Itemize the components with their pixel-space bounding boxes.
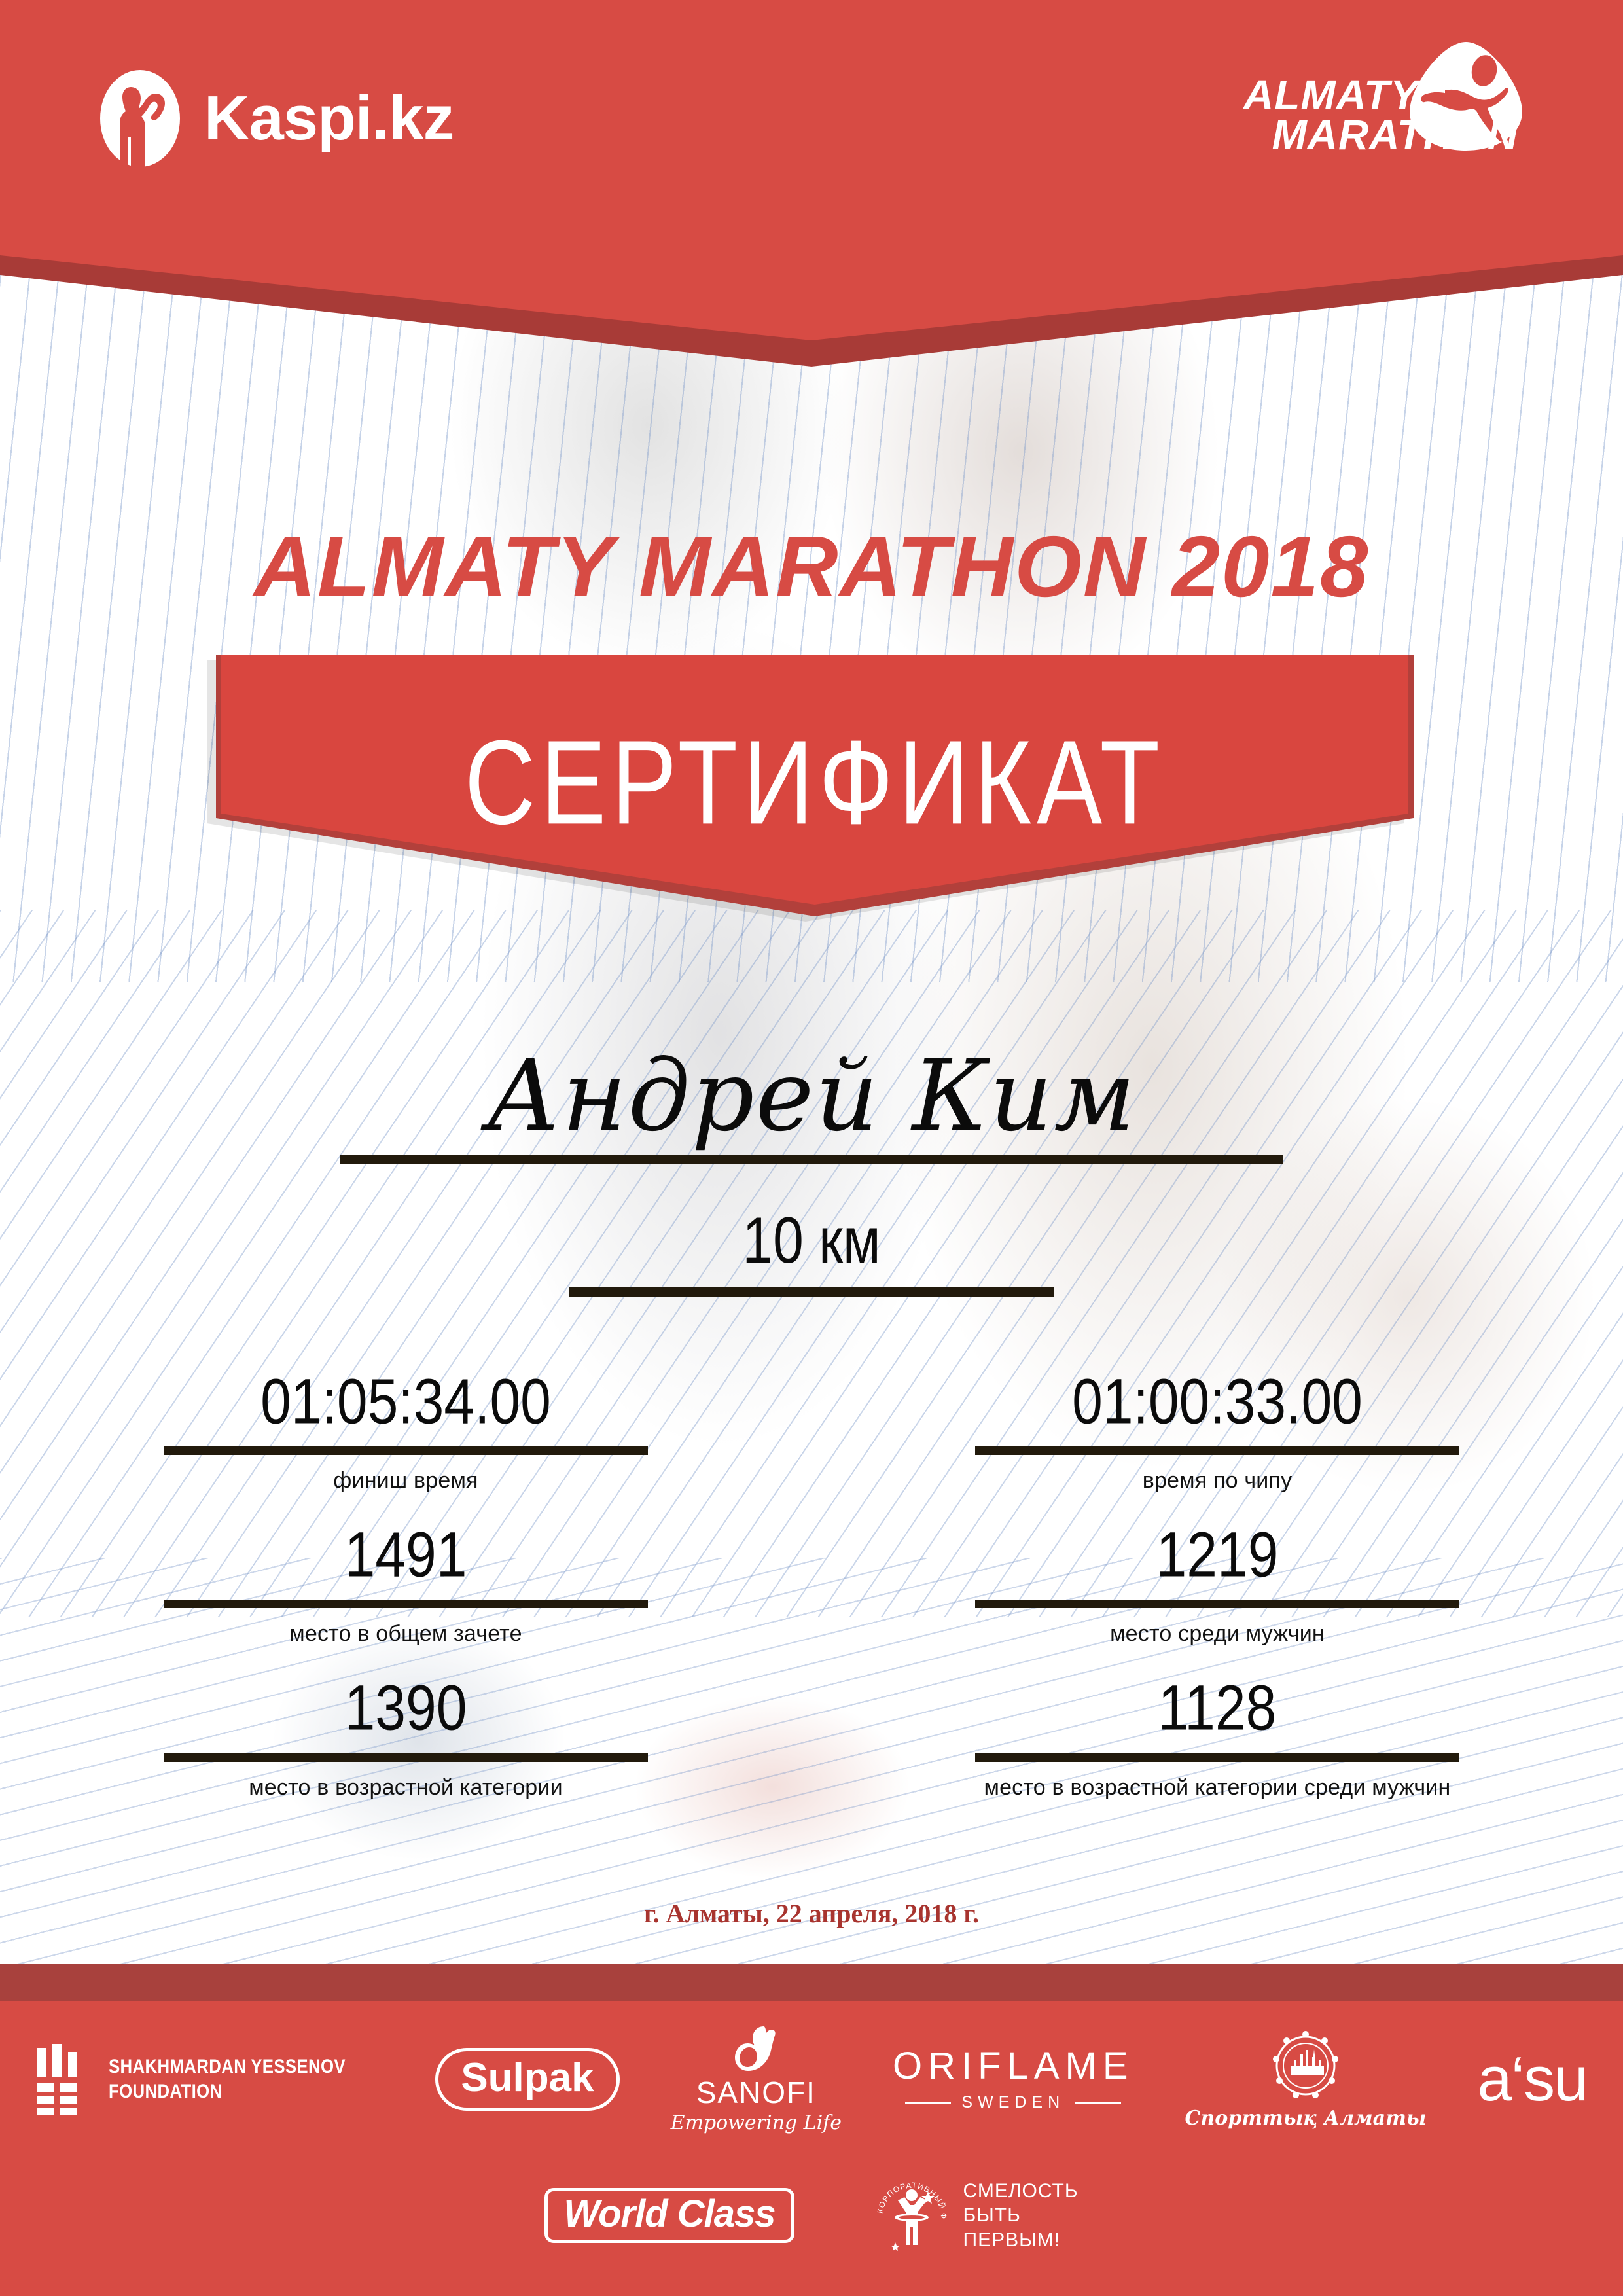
result-rule (975, 1753, 1459, 1762)
result-rule (975, 1446, 1459, 1456)
runner-icon (1407, 39, 1525, 154)
result-men-place: 1219 место среди мужчин (812, 1521, 1623, 1647)
result-value: 1390 (344, 1672, 467, 1744)
sponsor-oriflame-label: ORIFLAME (893, 2044, 1134, 2087)
sponsor-sporttyq-almaty-label: Спорттық Алматы (1185, 2107, 1427, 2130)
result-age-group-place: 1390 место в возрастной категории (0, 1674, 812, 1800)
oriflame-dash-right-icon (1075, 2101, 1122, 2104)
athlete-name-rule (340, 1155, 1283, 1164)
almaty-marathon-line2: MARATHON (1272, 111, 1518, 159)
almaty-marathon-logo[interactable]: ALMATY MARATHON (1243, 39, 1525, 190)
result-rule (164, 1753, 648, 1762)
kaspi-wordmark: Kaspi.kz (204, 83, 454, 153)
yessenov-bars-icon (35, 2044, 92, 2115)
result-label: место среди мужчин (1110, 1621, 1325, 1647)
distance-block: 10 км (0, 1208, 1623, 1297)
result-rule (164, 1600, 648, 1609)
sponsor-courage-label: СМЕЛОСТЬ БЫТЬ ПЕРВЫМ! (963, 2180, 1079, 2251)
sponsor-oriflame-sub: SWEDEN (905, 2092, 1122, 2112)
sponsor-world-class-label: World Class (544, 2188, 794, 2243)
result-value: 01:00:33.00 (1072, 1365, 1363, 1437)
sponsor-yessenov-label: SHAKHMARDAN YESSENOV FOUNDATION (109, 2055, 346, 2102)
page-title: ALMATY MARATHON 2018 (253, 518, 1370, 615)
place-and-date: г. Алматы, 22 апреля, 2018 г. (643, 1899, 980, 1928)
sponsor-sulpak[interactable]: Sulpak (435, 2048, 620, 2111)
result-label: место в возрастной категории среди мужчи… (984, 1774, 1451, 1800)
sponsor-asu[interactable]: a‘su (1477, 2044, 1588, 2114)
athlete-name-block: Андрей Ким (0, 1047, 1623, 1164)
result-overall-place: 1491 место в общем зачете (0, 1521, 812, 1647)
results-grid: 01:05:34.00 финиш время 01:00:33.00 врем… (0, 1368, 1623, 1828)
results-row: 1491 место в общем зачете 1219 место сре… (0, 1521, 1623, 1647)
footer-body (0, 2001, 1623, 2296)
result-value: 1491 (344, 1518, 467, 1590)
result-chip-time: 01:00:33.00 время по чипу (812, 1368, 1623, 1494)
athlete-name: Андрей Ким (486, 1039, 1137, 1153)
oriflame-dash-left-icon (905, 2101, 952, 2104)
sponsor-world-class[interactable]: World Class (544, 2188, 794, 2243)
sponsor-asu-label: a‘su (1477, 2044, 1588, 2114)
courage-to-be-first-icon: КОРПОРАТИВНЫЙ ФОНД (873, 2177, 950, 2254)
result-rule (164, 1446, 648, 1456)
distance-value: 10 км (742, 1204, 881, 1277)
header-band: Kaspi.kz ALMATY MARATHON (0, 0, 1623, 367)
sponsor-yessenov-foundation[interactable]: SHAKHMARDAN YESSENOV FOUNDATION (35, 2044, 384, 2115)
result-label: время по чипу (1142, 1468, 1293, 1494)
result-label: финиш время (333, 1468, 478, 1494)
results-row: 1390 место в возрастной категории 1128 м… (0, 1674, 1623, 1800)
distance-rule (569, 1287, 1054, 1297)
sponsor-sanofi[interactable]: SANOFI Empowering Life (671, 2025, 842, 2134)
certificate-banner-label: СЕРТИФИКАТ (464, 715, 1166, 850)
sponsor-row-primary: SHAKHMARDAN YESSENOV FOUNDATION Sulpak S… (0, 2011, 1623, 2148)
result-value: 01:05:34.00 (260, 1365, 551, 1437)
sponsor-oriflame[interactable]: ORIFLAME SWEDEN (893, 2047, 1134, 2112)
result-value: 1219 (1156, 1518, 1279, 1590)
sponsor-row-secondary: World Class КОРПОРАТИВНЫЙ ФОНД (0, 2160, 1623, 2271)
kaspi-logo[interactable]: Kaspi.kz (98, 69, 454, 170)
sponsor-sanofi-label: SANOFI (696, 2075, 816, 2109)
kaspi-person-icon (98, 69, 182, 170)
result-label: место в общем зачете (289, 1621, 522, 1647)
result-value: 1128 (1158, 1672, 1277, 1744)
sponsor-sporttyq-almaty[interactable]: Спорттық Алматы (1185, 2030, 1427, 2130)
sponsor-courage-to-be-first[interactable]: КОРПОРАТИВНЫЙ ФОНД СМЕЛОСТЬ БЫТЬ ПЕРВЫМ! (873, 2177, 1079, 2254)
almaty-marathon-wordmark: ALMATY MARATHON (1243, 71, 1525, 159)
sponsor-sanofi-tagline: Empowering Life (670, 2111, 842, 2134)
sponsor-oriflame-sub-label: SWEDEN (961, 2092, 1065, 2111)
result-rule (975, 1600, 1459, 1609)
results-row: 01:05:34.00 финиш время 01:00:33.00 врем… (0, 1368, 1623, 1494)
certificate-banner: СЕРТИФИКАТ (207, 655, 1414, 922)
sanofi-bird-icon (735, 2025, 777, 2071)
result-label: место в возрастной категории (249, 1774, 563, 1800)
sporttyq-almaty-wreath-icon (1267, 2030, 1344, 2107)
footer-sponsors: SHAKHMARDAN YESSENOV FOUNDATION Sulpak S… (0, 1964, 1623, 2296)
footer-top-band (0, 1964, 1623, 2001)
result-finish-time: 01:05:34.00 финиш время (0, 1368, 812, 1494)
almaty-marathon-line1: ALMATY (1243, 71, 1419, 118)
result-age-group-men-place: 1128 место в возрастной категории среди … (812, 1674, 1623, 1800)
sponsor-sulpak-label: Sulpak (435, 2048, 620, 2111)
